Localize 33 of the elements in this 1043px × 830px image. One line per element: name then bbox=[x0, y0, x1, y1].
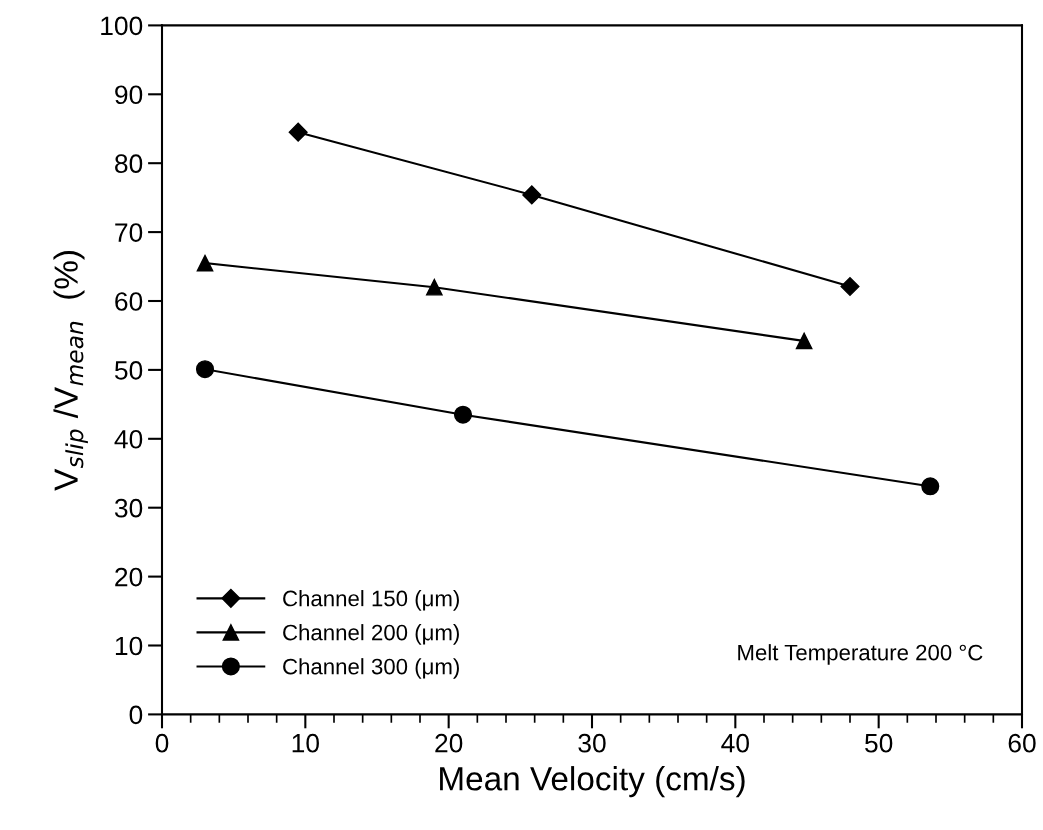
y-tick-label: 30 bbox=[114, 498, 143, 518]
y-tick-label: 10 bbox=[115, 636, 143, 656]
x-axis-title: Mean Velocity (cm/s) bbox=[440, 766, 745, 798]
x-tick-label: 50 bbox=[865, 733, 893, 753]
point bbox=[522, 185, 542, 205]
legend-label: Channel 150 (μm) bbox=[283, 590, 459, 611]
point bbox=[425, 278, 443, 296]
point bbox=[195, 360, 215, 379]
x-tick-label: 0 bbox=[155, 733, 169, 753]
x-tick-label: 10 bbox=[292, 733, 319, 753]
y-tick-label: 40 bbox=[114, 429, 143, 449]
y-tick-label: 0 bbox=[129, 705, 143, 725]
x-tick-label: 60 bbox=[1008, 733, 1036, 753]
point bbox=[840, 276, 860, 297]
point bbox=[288, 122, 308, 142]
point bbox=[196, 254, 214, 272]
x-tick-label: 30 bbox=[578, 733, 606, 753]
legend-label: Channel 300 (μm) bbox=[283, 658, 459, 679]
y-tick-label: 90 bbox=[115, 85, 143, 105]
y-tick-label: 80 bbox=[115, 154, 143, 174]
annotation: Melt Temperature 200 °C bbox=[738, 644, 983, 665]
point bbox=[795, 332, 813, 350]
point bbox=[921, 477, 940, 496]
y-tick-label: 100 bbox=[101, 16, 143, 36]
legend-label: Channel 200 (μm) bbox=[283, 624, 459, 645]
y-axis-title: V$_{slip}$ /V$_{mean}$ (%) bbox=[53, 251, 88, 491]
x-tick-label: 20 bbox=[435, 733, 463, 753]
point bbox=[453, 405, 473, 424]
y-tick-label: 60 bbox=[115, 292, 143, 311]
y-tick-label: 70 bbox=[115, 223, 143, 242]
y-tick-label: 20 bbox=[115, 567, 143, 587]
x-tick-label: 40 bbox=[721, 733, 749, 753]
y-tick-label: 50 bbox=[114, 361, 143, 380]
